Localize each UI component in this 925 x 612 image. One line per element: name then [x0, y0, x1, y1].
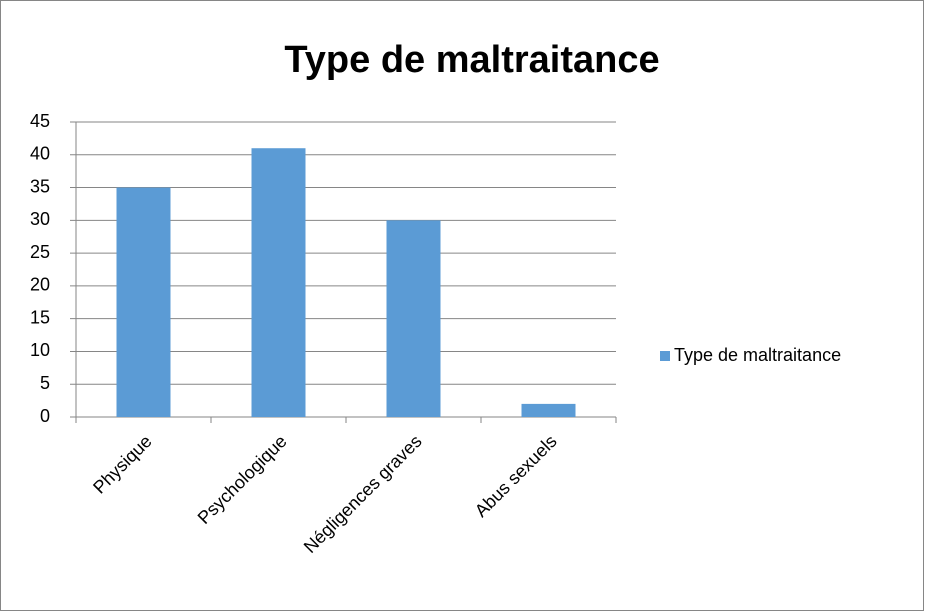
- bar: [386, 220, 441, 417]
- chart-title: Type de maltraitance: [284, 39, 659, 81]
- bar: [521, 403, 576, 417]
- y-tick-label: 40: [30, 144, 50, 164]
- y-tick-label: 10: [30, 340, 50, 360]
- y-tick-label: 25: [30, 242, 50, 262]
- y-tick-label: 5: [40, 373, 50, 393]
- bar: [251, 148, 306, 417]
- y-tick-label: 0: [40, 406, 50, 426]
- legend-swatch: [660, 351, 670, 361]
- y-tick-label: 35: [30, 176, 50, 196]
- bar: [116, 187, 171, 417]
- y-tick-label: 45: [30, 111, 50, 131]
- y-tick-label: 30: [30, 209, 50, 229]
- y-tick-label: 20: [30, 275, 50, 295]
- y-tick-label: 15: [30, 307, 50, 327]
- legend-label: Type de maltraitance: [674, 345, 841, 365]
